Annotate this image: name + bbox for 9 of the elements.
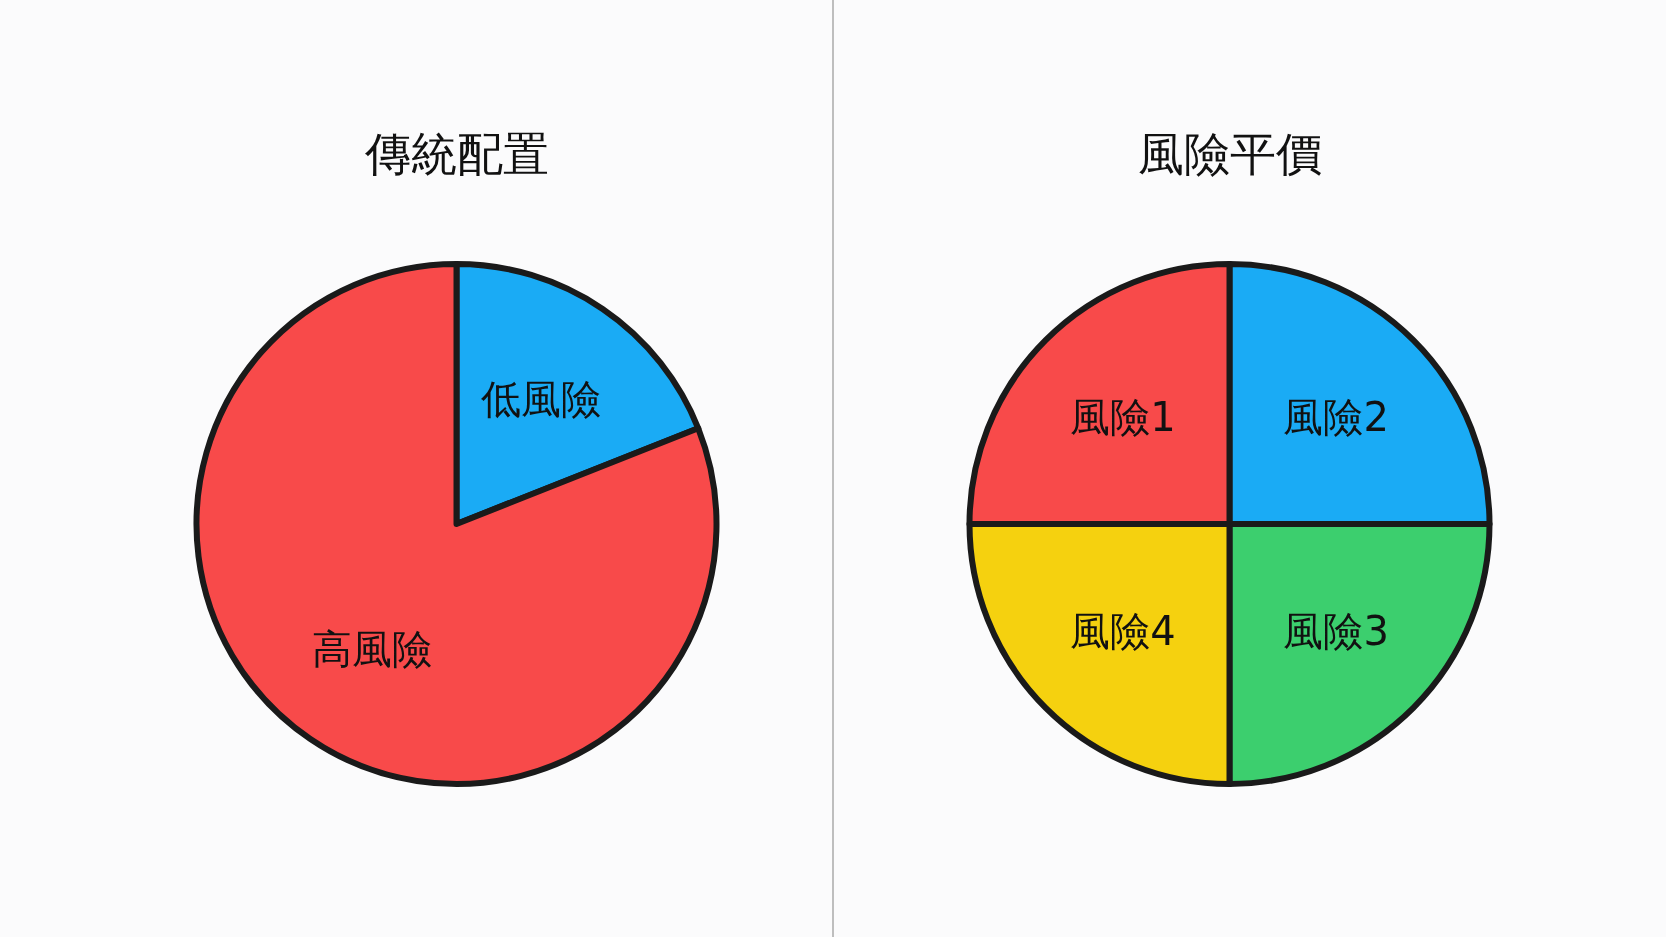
pie-slice bbox=[193, 261, 720, 787]
chart-title: 傳統配置 bbox=[363, 127, 549, 181]
slice-label: 高風險 bbox=[311, 625, 432, 672]
slice-label: 風險2 bbox=[1283, 394, 1389, 441]
slice-label: 風險1 bbox=[1070, 394, 1176, 441]
slice-label: 低風險 bbox=[481, 376, 602, 423]
slice-label: 風險4 bbox=[1070, 607, 1176, 654]
slice-label: 風險3 bbox=[1283, 607, 1389, 654]
chart-title: 風險平價 bbox=[1137, 127, 1322, 181]
